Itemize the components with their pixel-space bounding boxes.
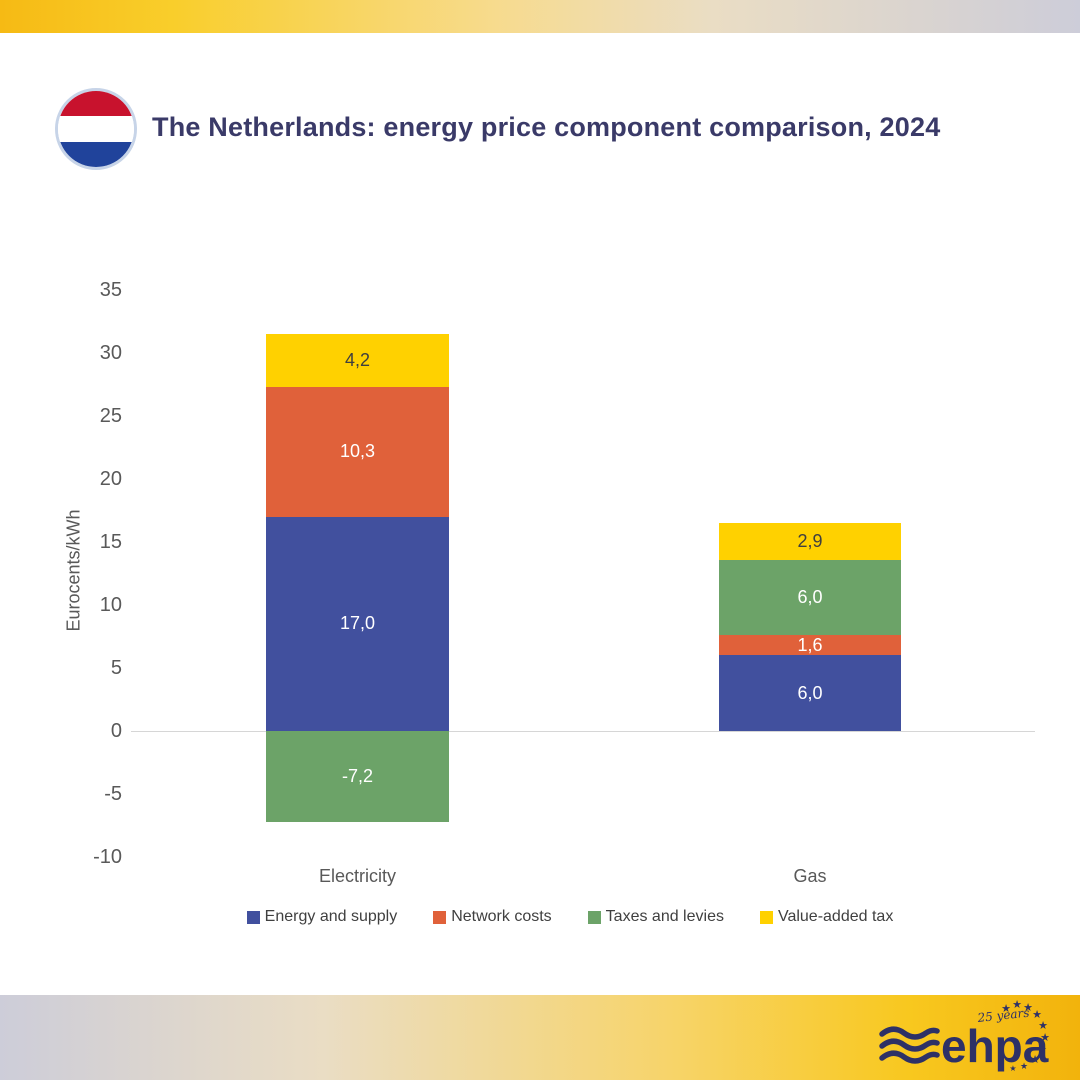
- x-category-label: Gas: [793, 866, 827, 886]
- y-tick-label: 20: [99, 468, 122, 490]
- y-tick-label: 25: [99, 405, 122, 427]
- bar-segment: 10,3: [266, 387, 449, 517]
- bar-data-label: 6,0: [797, 586, 823, 607]
- legend-swatch-icon: [587, 910, 601, 924]
- ehpa-25-years-badge: 25 years: [976, 1006, 1030, 1025]
- legend-label: Taxes and levies: [605, 908, 724, 925]
- y-tick-label: 30: [99, 342, 122, 364]
- bar-segment: 1,6: [719, 634, 901, 656]
- bar-data-label: 1,6: [797, 634, 823, 655]
- svg-text:★: ★: [1037, 1044, 1047, 1056]
- chart-legend: Energy and supply Network costs Taxes and …: [130, 908, 1010, 926]
- svg-text:★: ★: [1023, 1002, 1033, 1014]
- ehpa-logo: ehpa 25 years ★ ★ ★ ★ ★ ★ ★ ★ ★ ★: [879, 1000, 1050, 1073]
- ehpa-stars-icon: ★ ★ ★ ★ ★ ★ ★ ★ ★ ★: [1001, 1000, 1050, 1073]
- bar-data-label: 4,2: [344, 350, 371, 371]
- svg-text:★: ★: [1040, 1032, 1050, 1044]
- svg-text:★: ★: [1032, 1009, 1042, 1021]
- bar-data-label: 17,0: [339, 613, 376, 634]
- svg-text:★: ★: [1020, 1061, 1028, 1071]
- svg-text:★: ★: [1001, 1003, 1011, 1015]
- y-tick-label: 5: [110, 657, 122, 679]
- bar-segment: 6,0: [719, 655, 901, 731]
- legend-label: Energy and supply: [264, 908, 398, 925]
- y-tick-label: 10: [99, 594, 122, 616]
- page-title: The Netherlands: energy price component …: [152, 112, 941, 142]
- bar-data-label: 2,9: [797, 530, 823, 551]
- y-axis-title: Eurocents/kWh: [63, 509, 84, 632]
- ehpa-logo-text: ehpa: [941, 1020, 1049, 1072]
- x-category-label: Electricity: [318, 866, 396, 886]
- svg-text:★: ★: [1012, 1000, 1022, 1011]
- legend-item: Value-added tax: [759, 908, 894, 926]
- flag-stripe-white: [58, 116, 134, 142]
- svg-text:★: ★: [1030, 1054, 1040, 1066]
- y-tick-label: 0: [110, 720, 122, 742]
- bar-segment: 17,0: [266, 516, 449, 731]
- bar-data-label: 10,3: [339, 441, 376, 462]
- legend-swatch-icon: [759, 910, 773, 924]
- svg-text:★: ★: [1038, 1020, 1048, 1032]
- y-tick-label: 35: [99, 279, 122, 301]
- svg-text:★: ★: [1009, 1064, 1016, 1073]
- bar-segment: 6,0: [719, 559, 901, 636]
- y-tick-label: -5: [104, 783, 122, 805]
- legend-item: Energy and supply: [246, 908, 398, 926]
- bar-data-label: -7,2: [341, 765, 374, 786]
- bar-segment: -7,2: [266, 731, 449, 822]
- zero-axis-line: [131, 731, 1035, 732]
- legend-swatch-icon: [433, 910, 447, 924]
- top-gradient-band: [0, 0, 1080, 33]
- legend-item: Network costs: [433, 908, 552, 926]
- legend-label: Network costs: [451, 908, 552, 925]
- ehpa-waves-icon: [879, 1026, 940, 1064]
- bottom-gradient-band: [0, 995, 1080, 1080]
- y-tick-label: 15: [99, 531, 122, 553]
- legend-item: Taxes and levies: [587, 908, 724, 926]
- legend-swatch-icon: [246, 910, 260, 924]
- bar-data-label: 6,0: [797, 682, 823, 703]
- bar-segment: 4,2: [266, 334, 449, 387]
- y-tick-label: -10: [93, 846, 122, 868]
- legend-label: Value-added tax: [777, 908, 894, 925]
- bar-segment: 2,9: [719, 523, 901, 560]
